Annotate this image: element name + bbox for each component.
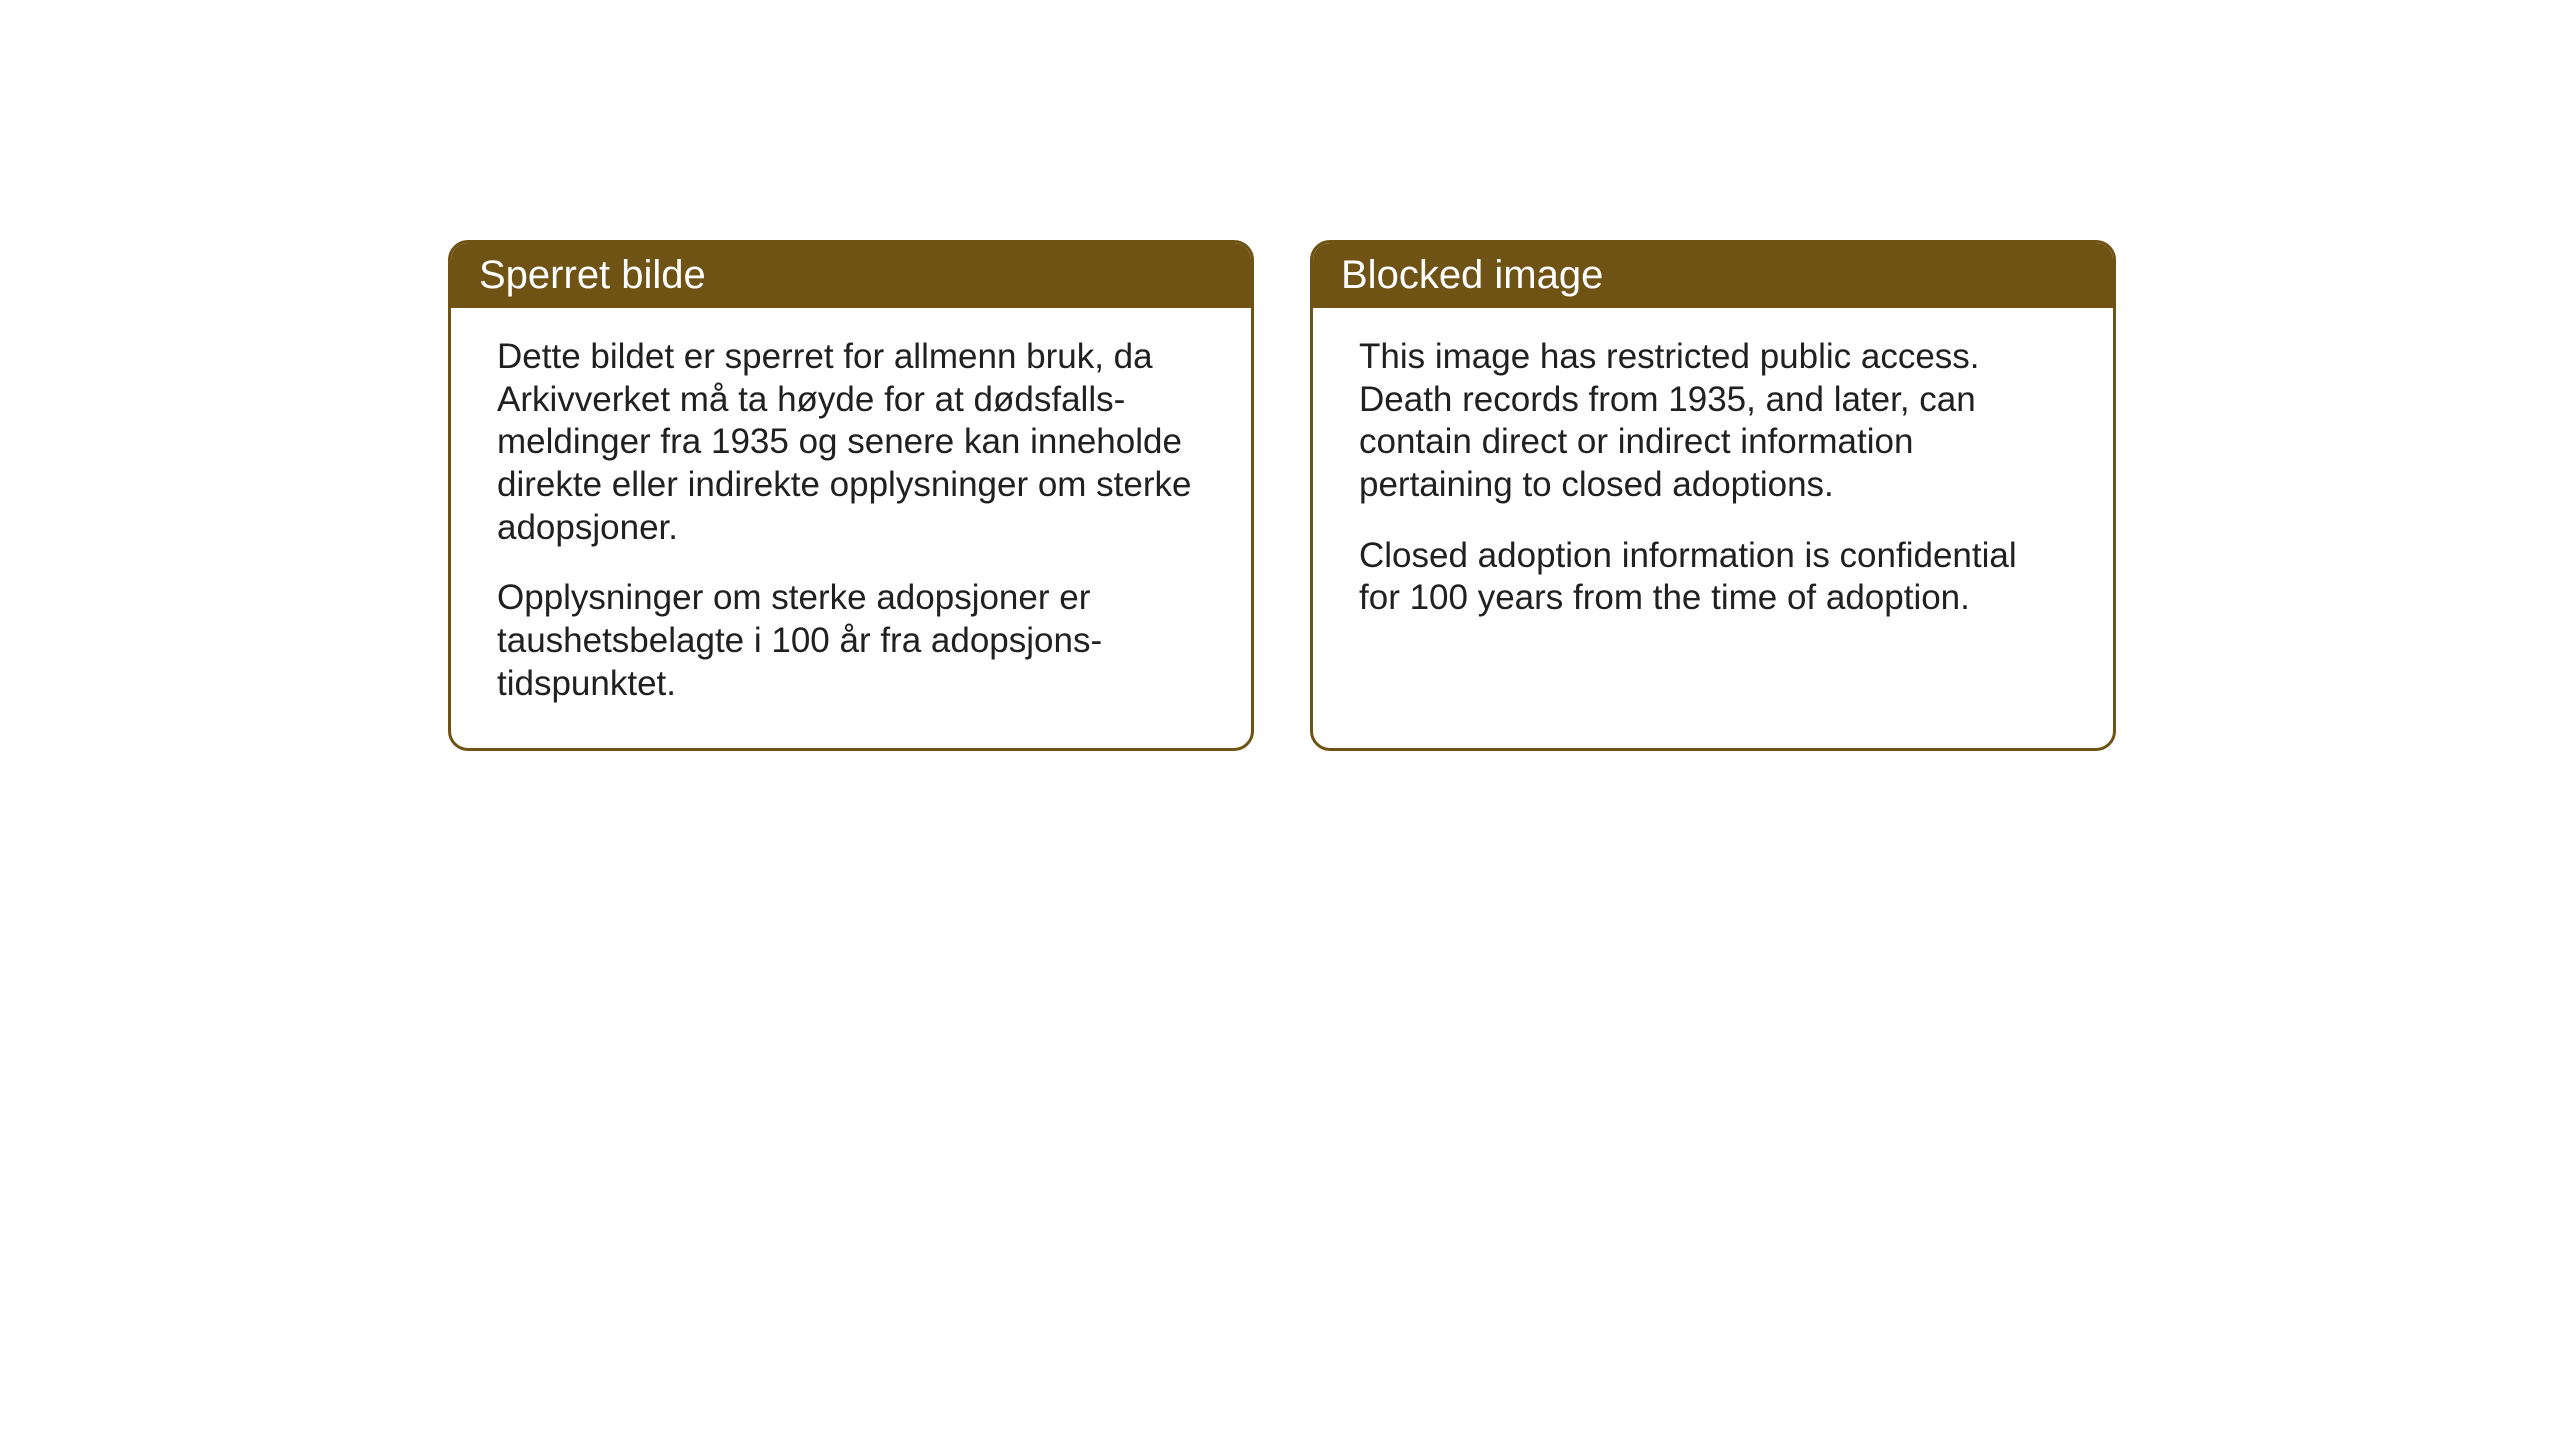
english-notice-card: Blocked image This image has restricted … [1310, 240, 2116, 751]
notice-cards-container: Sperret bilde Dette bildet er sperret fo… [448, 240, 2116, 751]
norwegian-paragraph-2: Opplysninger om sterke adopsjoner er tau… [497, 577, 1205, 705]
norwegian-notice-card: Sperret bilde Dette bildet er sperret fo… [448, 240, 1254, 751]
norwegian-card-body: Dette bildet er sperret for allmenn bruk… [451, 308, 1251, 748]
english-paragraph-2: Closed adoption information is confident… [1359, 535, 2067, 620]
norwegian-paragraph-1: Dette bildet er sperret for allmenn bruk… [497, 336, 1205, 549]
norwegian-card-title: Sperret bilde [451, 243, 1251, 308]
english-card-body: This image has restricted public access.… [1313, 308, 2113, 662]
english-paragraph-1: This image has restricted public access.… [1359, 336, 2067, 507]
english-card-title: Blocked image [1313, 243, 2113, 308]
